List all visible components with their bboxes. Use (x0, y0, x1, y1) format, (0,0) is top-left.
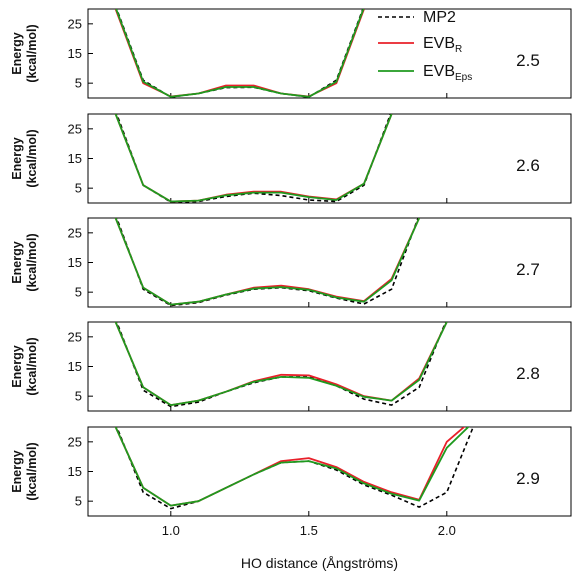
x-tick-label: 2.0 (438, 523, 456, 538)
y-axis-label: Energy(kcal/mol) (10, 129, 39, 187)
x-tick-label: 1.5 (300, 523, 318, 538)
legend: MP2 EVBR EVBEps (378, 9, 472, 83)
series-line-evb-r (114, 322, 448, 407)
panel-2.8: 25 15 5 Energy(kcal/mol) 2.8 (10, 321, 572, 412)
panel-frame (87, 217, 572, 308)
panel-label: 2.6 (516, 156, 540, 175)
series-line-evb-r (114, 114, 393, 203)
series-line-evb-eps (114, 322, 448, 407)
panel-label: 2.5 (516, 51, 540, 70)
panel-2.5: 25 15 5 Energy(kcal/mol) 2.5 (10, 8, 572, 99)
panel-label: 2.7 (516, 260, 540, 279)
legend-label-2: EVBEps (423, 63, 472, 83)
y-tick-label: 15 (68, 46, 82, 61)
series-line-evb-eps (114, 114, 393, 203)
x-axis-label: HO distance (Ångströms) (241, 555, 398, 571)
series-line-mp2 (115, 9, 364, 98)
y-axis-label: Energy(kcal/mol) (10, 24, 39, 82)
panel-2.6: 25 15 5 Energy(kcal/mol) 2.6 (10, 113, 572, 204)
y-tick-label: 5 (75, 494, 82, 509)
series-line-evb-r (114, 9, 365, 98)
legend-label-1: EVBR (423, 35, 462, 55)
x-tick-label: 1.0 (162, 523, 180, 538)
series-line-mp2 (115, 114, 392, 203)
y-tick-label: 15 (68, 151, 82, 166)
panel-2.7: 25 15 5 Energy(kcal/mol) 2.7 (10, 217, 572, 308)
y-tick-label: 25 (68, 225, 82, 240)
y-tick-label: 15 (68, 464, 82, 479)
y-tick-label: 15 (68, 359, 82, 374)
legend-label-0: MP2 (423, 9, 456, 26)
y-axis-label: Energy(kcal/mol) (10, 337, 39, 395)
series-group (114, 427, 475, 510)
y-axis-label: Energy(kcal/mol) (10, 442, 39, 500)
y-tick-label: 5 (75, 181, 82, 196)
y-tick-label: 25 (68, 434, 82, 449)
panel-label: 2.8 (516, 364, 540, 383)
series-group (114, 322, 448, 408)
y-tick-label: 25 (68, 16, 82, 31)
y-tick-label: 25 (68, 329, 82, 344)
series-line-mp2 (115, 322, 447, 408)
series-group (114, 9, 365, 98)
panel-frame (87, 113, 572, 204)
series-line-evb-r (114, 218, 421, 306)
series-group (114, 114, 393, 203)
series-line-mp2 (115, 218, 419, 307)
panel-label: 2.9 (516, 469, 540, 488)
y-tick-label: 5 (75, 285, 82, 300)
series-line-evb-eps (114, 218, 421, 306)
panel-2.9: 25 15 5 Energy(kcal/mol) 2.9 (10, 426, 572, 517)
series-line-evb-eps (115, 9, 365, 98)
y-tick-label: 15 (68, 255, 82, 270)
y-tick-label: 25 (68, 121, 82, 136)
y-tick-label: 5 (75, 76, 82, 91)
y-tick-label: 5 (75, 389, 82, 404)
y-axis-label: Energy(kcal/mol) (10, 233, 39, 291)
series-group (114, 218, 421, 307)
series-line-evb-eps (114, 427, 470, 507)
